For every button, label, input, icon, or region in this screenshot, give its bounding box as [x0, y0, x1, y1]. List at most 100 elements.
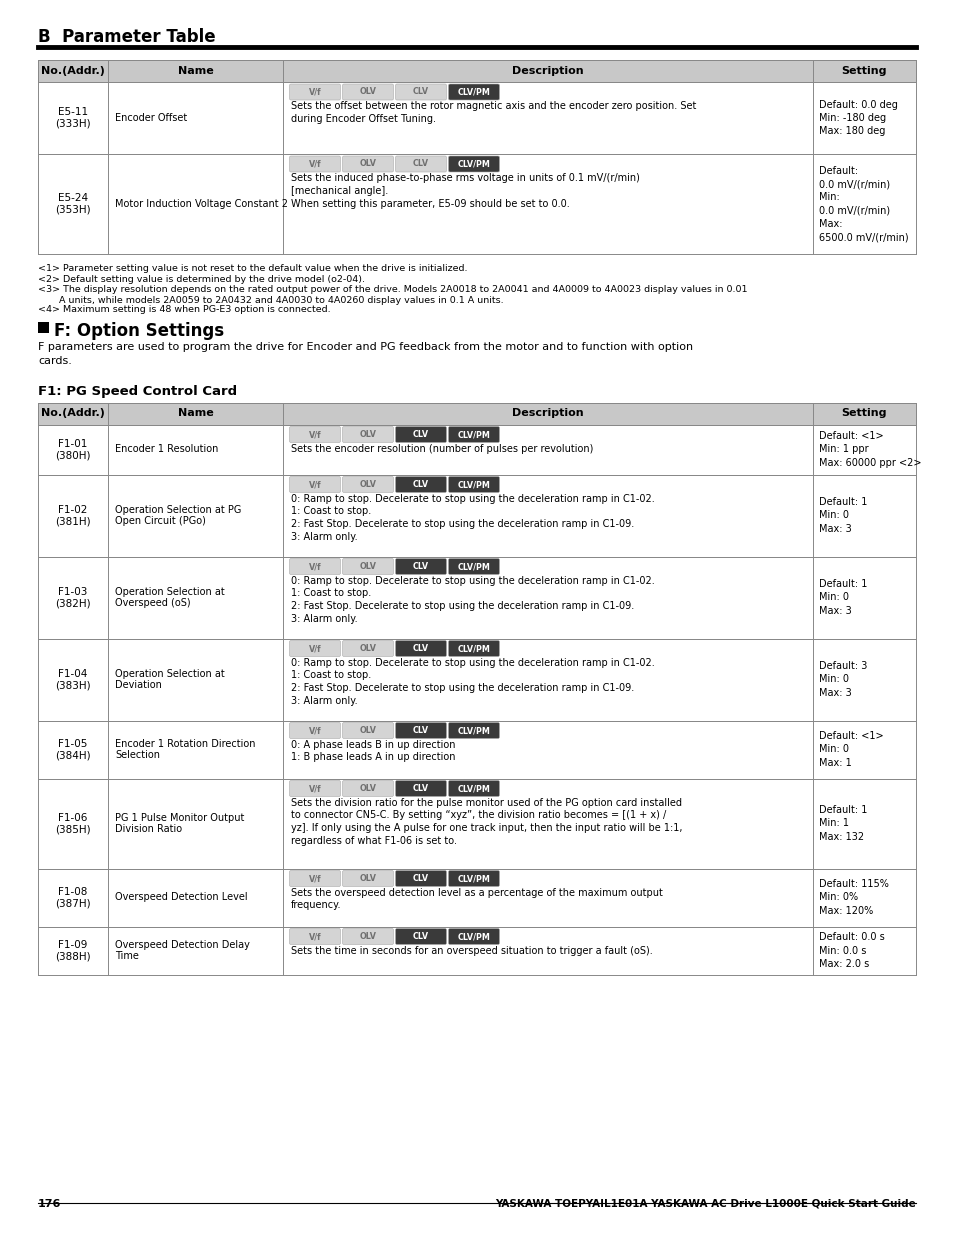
FancyBboxPatch shape [342, 641, 393, 657]
Text: No.(Addr.): No.(Addr.) [41, 65, 105, 77]
FancyBboxPatch shape [289, 641, 340, 657]
Text: Overspeed Detection Delay
Time: Overspeed Detection Delay Time [115, 940, 250, 961]
FancyBboxPatch shape [342, 426, 393, 442]
Text: 176: 176 [38, 1199, 61, 1209]
Text: CLV: CLV [413, 480, 429, 489]
Text: CLV/PM: CLV/PM [457, 480, 490, 489]
Text: YASKAWA TOEPYAIL1E01A YASKAWA AC Drive L1000E Quick Start Guide: YASKAWA TOEPYAIL1E01A YASKAWA AC Drive L… [495, 1199, 915, 1209]
Text: V/f: V/f [309, 159, 321, 168]
Bar [38, 403, 915, 425]
Text: CLV: CLV [413, 932, 429, 941]
FancyBboxPatch shape [342, 477, 393, 493]
Text: CLV/PM: CLV/PM [457, 874, 490, 883]
FancyBboxPatch shape [342, 781, 393, 797]
Text: Default: 0.0 s
Min: 0.0 s
Max: 2.0 s: Default: 0.0 s Min: 0.0 s Max: 2.0 s [818, 932, 883, 968]
FancyBboxPatch shape [342, 929, 393, 945]
Text: F parameters are used to program the drive for Encoder and PG feedback from the : F parameters are used to program the dri… [38, 342, 693, 366]
Text: CLV: CLV [413, 430, 429, 438]
FancyBboxPatch shape [448, 871, 499, 887]
Text: Setting: Setting [841, 65, 886, 77]
FancyBboxPatch shape [448, 558, 499, 574]
Text: OLV: OLV [359, 430, 376, 438]
FancyBboxPatch shape [395, 156, 446, 172]
Text: <1> Parameter setting value is not reset to the default value when the drive is : <1> Parameter setting value is not reset… [38, 264, 467, 273]
Text: Description: Description [512, 65, 583, 77]
FancyBboxPatch shape [395, 426, 446, 442]
Text: B  Parameter Table: B Parameter Table [38, 28, 215, 46]
FancyBboxPatch shape [395, 722, 446, 739]
Text: CLV/PM: CLV/PM [457, 932, 490, 941]
Text: CLV/PM: CLV/PM [457, 726, 490, 735]
Text: OLV: OLV [359, 88, 376, 96]
Text: Default: 1
Min: 0
Max: 3: Default: 1 Min: 0 Max: 3 [818, 498, 866, 534]
FancyBboxPatch shape [342, 722, 393, 739]
Text: OLV: OLV [359, 932, 376, 941]
Text: F: Option Settings: F: Option Settings [54, 322, 224, 340]
Bar [38, 321, 49, 332]
Text: V/f: V/f [309, 480, 321, 489]
Text: CLV: CLV [413, 643, 429, 653]
Text: Default: 1
Min: 0
Max: 3: Default: 1 Min: 0 Max: 3 [818, 579, 866, 616]
Text: V/f: V/f [309, 430, 321, 438]
Text: Name: Name [177, 65, 213, 77]
FancyBboxPatch shape [395, 558, 446, 574]
Text: Operation Selection at PG
Open Circuit (PGo): Operation Selection at PG Open Circuit (… [115, 505, 241, 526]
Text: PG 1 Pulse Monitor Output
Division Ratio: PG 1 Pulse Monitor Output Division Ratio [115, 813, 244, 835]
Text: CLV/PM: CLV/PM [457, 562, 490, 571]
Text: Encoder 1 Resolution: Encoder 1 Resolution [115, 445, 218, 454]
FancyBboxPatch shape [448, 929, 499, 945]
Text: 0: Ramp to stop. Decelerate to stop using the deceleration ramp in C1-02.
1: Coa: 0: Ramp to stop. Decelerate to stop usin… [291, 576, 654, 624]
Text: Encoder Offset: Encoder Offset [115, 112, 187, 124]
Text: Default:
0.0 mV/(r/min)
Min:
0.0 mV/(r/min)
Max:
6500.0 mV/(r/min): Default: 0.0 mV/(r/min) Min: 0.0 mV/(r/m… [818, 165, 907, 242]
Text: <3> The display resolution depends on the rated output power of the drive. Model: <3> The display resolution depends on th… [38, 285, 747, 305]
Text: Name: Name [177, 409, 213, 419]
Text: Default: <1>
Min: 0
Max: 1: Default: <1> Min: 0 Max: 1 [818, 731, 882, 768]
Text: F1-05
(384H): F1-05 (384H) [55, 739, 91, 761]
Text: CLV/PM: CLV/PM [457, 88, 490, 96]
FancyBboxPatch shape [289, 84, 340, 100]
Text: V/f: V/f [309, 932, 321, 941]
FancyBboxPatch shape [289, 929, 340, 945]
Text: V/f: V/f [309, 643, 321, 653]
Text: F1: PG Speed Control Card: F1: PG Speed Control Card [38, 384, 237, 398]
FancyBboxPatch shape [448, 722, 499, 739]
Text: Default: 1
Min: 1
Max: 132: Default: 1 Min: 1 Max: 132 [818, 805, 866, 842]
Text: Sets the offset between the rotor magnetic axis and the encoder zero position. S: Sets the offset between the rotor magnet… [291, 101, 696, 124]
Text: CLV: CLV [413, 726, 429, 735]
FancyBboxPatch shape [289, 477, 340, 493]
FancyBboxPatch shape [289, 781, 340, 797]
Text: Sets the overspeed detection level as a percentage of the maximum output
frequen: Sets the overspeed detection level as a … [291, 888, 662, 910]
Text: <2> Default setting value is determined by the drive model (o2-04).: <2> Default setting value is determined … [38, 274, 365, 284]
Bar [38, 61, 915, 82]
FancyBboxPatch shape [395, 641, 446, 657]
Text: OLV: OLV [359, 784, 376, 793]
Text: F1-06
(385H): F1-06 (385H) [55, 813, 91, 835]
Text: 0: Ramp to stop. Decelerate to stop using the deceleration ramp in C1-02.
1: Coa: 0: Ramp to stop. Decelerate to stop usin… [291, 657, 654, 706]
FancyBboxPatch shape [289, 871, 340, 887]
Text: OLV: OLV [359, 480, 376, 489]
Text: Encoder 1 Rotation Direction
Selection: Encoder 1 Rotation Direction Selection [115, 739, 255, 761]
Text: V/f: V/f [309, 874, 321, 883]
FancyBboxPatch shape [342, 871, 393, 887]
Text: OLV: OLV [359, 726, 376, 735]
FancyBboxPatch shape [395, 871, 446, 887]
Text: Setting: Setting [841, 409, 886, 419]
Text: Default: <1>
Min: 1 ppr
Max: 60000 ppr <2>: Default: <1> Min: 1 ppr Max: 60000 ppr <… [818, 431, 921, 468]
FancyBboxPatch shape [448, 641, 499, 657]
Text: OLV: OLV [359, 643, 376, 653]
FancyBboxPatch shape [395, 929, 446, 945]
Text: CLV: CLV [413, 562, 429, 571]
Text: OLV: OLV [359, 874, 376, 883]
Text: Default: 0.0 deg
Min: -180 deg
Max: 180 deg: Default: 0.0 deg Min: -180 deg Max: 180 … [818, 100, 897, 136]
Text: CLV/PM: CLV/PM [457, 643, 490, 653]
Text: Operation Selection at
Overspeed (oS): Operation Selection at Overspeed (oS) [115, 587, 225, 609]
Text: Sets the division ratio for the pulse monitor used of the PG option card install: Sets the division ratio for the pulse mo… [291, 798, 681, 846]
Text: Sets the induced phase-to-phase rms voltage in units of 0.1 mV/(r/min)
[mechanic: Sets the induced phase-to-phase rms volt… [291, 173, 639, 209]
FancyBboxPatch shape [395, 477, 446, 493]
FancyBboxPatch shape [289, 558, 340, 574]
FancyBboxPatch shape [448, 426, 499, 442]
FancyBboxPatch shape [448, 156, 499, 172]
Text: Overspeed Detection Level: Overspeed Detection Level [115, 893, 248, 903]
Text: Default: 115%
Min: 0%
Max: 120%: Default: 115% Min: 0% Max: 120% [818, 879, 888, 915]
FancyBboxPatch shape [448, 781, 499, 797]
